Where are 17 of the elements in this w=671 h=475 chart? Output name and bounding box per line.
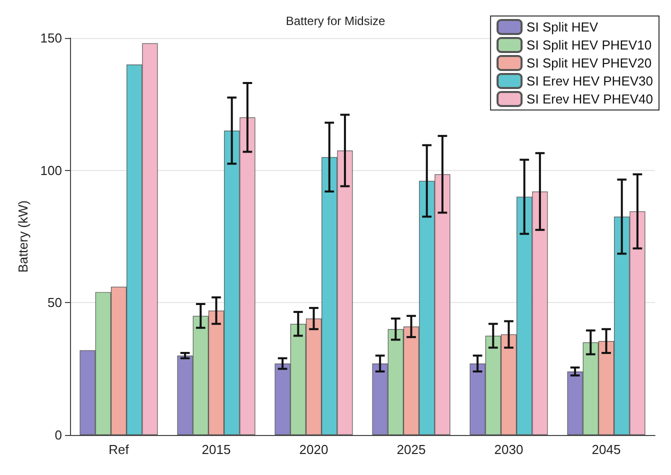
legend-label: SI Split HEV PHEV20: [526, 56, 652, 70]
x-tick-label: Ref: [108, 442, 130, 457]
y-tick-label: 150: [40, 30, 62, 46]
x-tick-label: 2030: [494, 442, 524, 457]
y-tick-label: 50: [48, 295, 62, 310]
legend-label: SI Erev HEV PHEV30: [526, 74, 654, 88]
legend-label: SI Split HEV: [526, 20, 598, 34]
y-tick-label: 0: [54, 428, 62, 442]
legend-label: SI Erev HEV PHEV40: [526, 92, 654, 106]
y-axis-title: Battery (kW): [15, 200, 30, 273]
x-tick-label: 2015: [202, 442, 231, 457]
x-tick-label: 2025: [396, 442, 426, 457]
legend-label: SI Split HEV PHEV10: [526, 38, 652, 52]
y-tick-label: 100: [40, 162, 62, 178]
x-tick-label: 2045: [592, 442, 621, 457]
x-tick-label: 2020: [299, 442, 328, 457]
chart-title: Battery for Midsize: [286, 14, 386, 28]
